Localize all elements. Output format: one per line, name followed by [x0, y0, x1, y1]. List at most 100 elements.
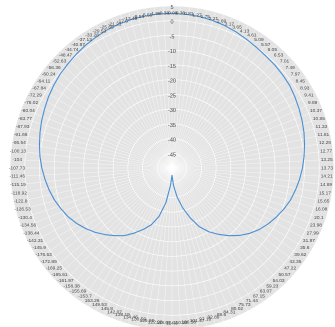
- angle-tick-label-75: -172.89: [40, 259, 57, 265]
- angular-gridline-50: [171, 167, 241, 316]
- angle-tick-label-46: 63.07: [260, 289, 272, 295]
- angular-gridline-6: [171, 14, 224, 169]
- radial-tick-label-0: 5: [170, 5, 173, 11]
- angular-gridline-27: [171, 150, 334, 169]
- radial-tick-label-9: -40: [168, 138, 176, 144]
- angular-gridline-57: [171, 167, 181, 327]
- angle-tick-label-69: -153.7: [78, 294, 92, 300]
- angle-tick-label-87: -107.73: [9, 165, 26, 171]
- angle-tick-label-99: -60.24: [42, 71, 56, 77]
- angle-tick-label-4: 1.75: [201, 14, 211, 20]
- angle-tick-label-60: 122.98: [148, 319, 163, 325]
- angle-tick-label-47: 67.15: [253, 294, 265, 300]
- angle-tick-label-35: 20.1: [314, 215, 324, 221]
- angular-gridline-2: [171, 6, 190, 169]
- angular-gridline-96: [28, 91, 173, 169]
- angular-gridline-107: [95, 24, 173, 169]
- angular-gridline-23: [171, 116, 326, 169]
- angular-gridline-94: [21, 107, 173, 169]
- angle-tick-label-56: 106.58: [181, 319, 196, 325]
- angle-tick-label-31: 14.69: [320, 182, 332, 188]
- angle-tick-label-65: 142.07: [107, 309, 122, 315]
- angular-gridline-109: [111, 17, 173, 169]
- angular-gridline-70: [73, 167, 173, 298]
- angle-tick-label-14: 6.53: [274, 53, 284, 59]
- angle-tick-label-111: -13.49: [124, 16, 138, 22]
- angular-gridline-99: [42, 69, 173, 169]
- angular-gridline-73: [54, 167, 173, 280]
- angle-tick-label-32: 15.17: [319, 190, 331, 196]
- angular-gridline-43: [171, 167, 290, 280]
- angle-tick-label-10: 4.61: [247, 32, 257, 38]
- angular-gridline-11: [171, 33, 264, 169]
- angle-tick-label-94: -80.04: [21, 108, 35, 114]
- radial-tick-label-2: -5: [170, 34, 175, 40]
- angular-gridline-48: [171, 167, 256, 307]
- angle-tick-label-68: 153.26: [85, 298, 100, 304]
- angular-gridline-93: [18, 116, 173, 169]
- angle-tick-label-34: 16.08: [315, 207, 327, 213]
- angular-gridline-34: [171, 167, 329, 212]
- angular-gridline-45: [171, 167, 278, 292]
- angle-tick-label-102: -48.47: [59, 53, 73, 59]
- angular-gridline-14: [171, 50, 284, 169]
- angular-gridline-98: [37, 76, 173, 169]
- angular-gridline-12: [171, 38, 271, 169]
- angle-tick-label-41: 43.35: [289, 259, 301, 265]
- angular-gridline-83: [13, 167, 173, 203]
- angle-tick-label-58: 114.8: [166, 320, 178, 326]
- radial-tick-label-3: -10: [168, 49, 176, 55]
- angle-tick-label-24: 11.33: [316, 124, 328, 130]
- angular-gridline-85: [10, 167, 173, 186]
- angular-gridline-106: [88, 29, 173, 169]
- angle-tick-label-112: -9.54: [133, 14, 144, 20]
- angular-gridline-95: [24, 99, 173, 169]
- angular-gridline-35: [171, 167, 326, 220]
- angular-gridline-114: [154, 6, 173, 169]
- angular-gridline-28: [171, 159, 334, 169]
- angle-tick-label-8: 3.65: [232, 25, 242, 31]
- angle-tick-label-109: -21.21: [108, 21, 122, 27]
- angular-gridline-16: [171, 62, 296, 169]
- angle-tick-label-95: -76.02: [25, 100, 39, 106]
- angular-gridline-65: [111, 167, 173, 319]
- angle-tick-label-64: 138.19: [115, 312, 130, 318]
- angle-tick-label-105: -37.13: [78, 37, 92, 43]
- angular-gridline-97: [33, 84, 173, 169]
- angle-tick-label-9: 4.13: [240, 28, 250, 34]
- angular-gridline-82: [15, 167, 173, 212]
- angular-gridline-38: [171, 167, 316, 245]
- angular-gridline-47: [171, 167, 264, 303]
- angle-tick-label-11: 5.09: [254, 37, 264, 43]
- angular-gridline-112: [137, 9, 173, 169]
- angular-gridline-26: [171, 141, 332, 169]
- angular-gridline-13: [171, 44, 278, 169]
- angular-gridline-100: [48, 62, 173, 169]
- angle-tick-label-21: 9.89: [308, 100, 318, 106]
- angular-gridline-84: [12, 167, 173, 195]
- angular-gridline-90: [12, 141, 173, 169]
- angle-tick-label-57: 110.59: [173, 320, 188, 326]
- angle-tick-label-50: 80.02: [231, 306, 243, 312]
- angle-tick-label-20: 9.41: [304, 93, 314, 99]
- angular-gridline-44: [171, 167, 284, 286]
- angle-tick-label-104: -40.87: [71, 42, 85, 48]
- angle-tick-label-76: -176.53: [36, 252, 53, 258]
- angular-gridline-88: [10, 159, 173, 169]
- angle-tick-label-30: 14.21: [321, 174, 333, 180]
- angular-gridline-20: [171, 91, 316, 169]
- angle-tick-label-71: -158.38: [64, 283, 81, 289]
- angle-tick-label-51: 84.31: [223, 309, 235, 315]
- angle-tick-label-70: -155.69: [70, 289, 87, 295]
- angle-tick-label-92: -87.93: [16, 124, 30, 130]
- angular-gridline-4: [171, 9, 207, 169]
- angle-tick-label-106: -33.26: [85, 32, 99, 38]
- radial-tick-label-4: -15: [168, 64, 176, 70]
- radial-tick-label-6: -25: [168, 93, 176, 99]
- angular-gridline-52: [171, 167, 224, 322]
- angle-tick-label-88: -104: [12, 157, 22, 163]
- angle-tick-label-40: 39.62: [294, 252, 306, 258]
- angle-tick-label-84: -118.92: [11, 190, 27, 196]
- angle-tick-label-86: -111.46: [9, 174, 25, 180]
- angular-gridline-102: [60, 50, 173, 169]
